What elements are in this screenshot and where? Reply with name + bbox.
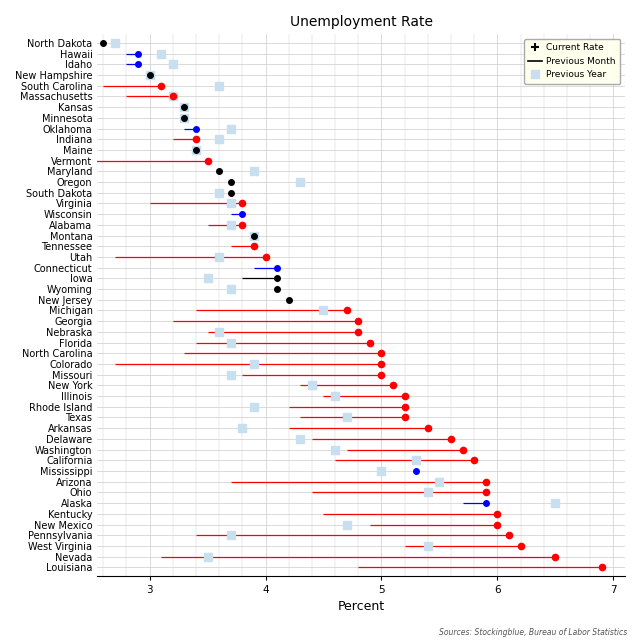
Title: Unemployment Rate: Unemployment Rate <box>290 15 433 29</box>
Legend: Current Rate, Previous Month, Previous Year: Current Rate, Previous Month, Previous Y… <box>524 39 621 84</box>
Text: Sources: Stockingblue, Bureau of Labor Statistics: Sources: Stockingblue, Bureau of Labor S… <box>439 628 627 637</box>
X-axis label: Percent: Percent <box>338 600 385 614</box>
